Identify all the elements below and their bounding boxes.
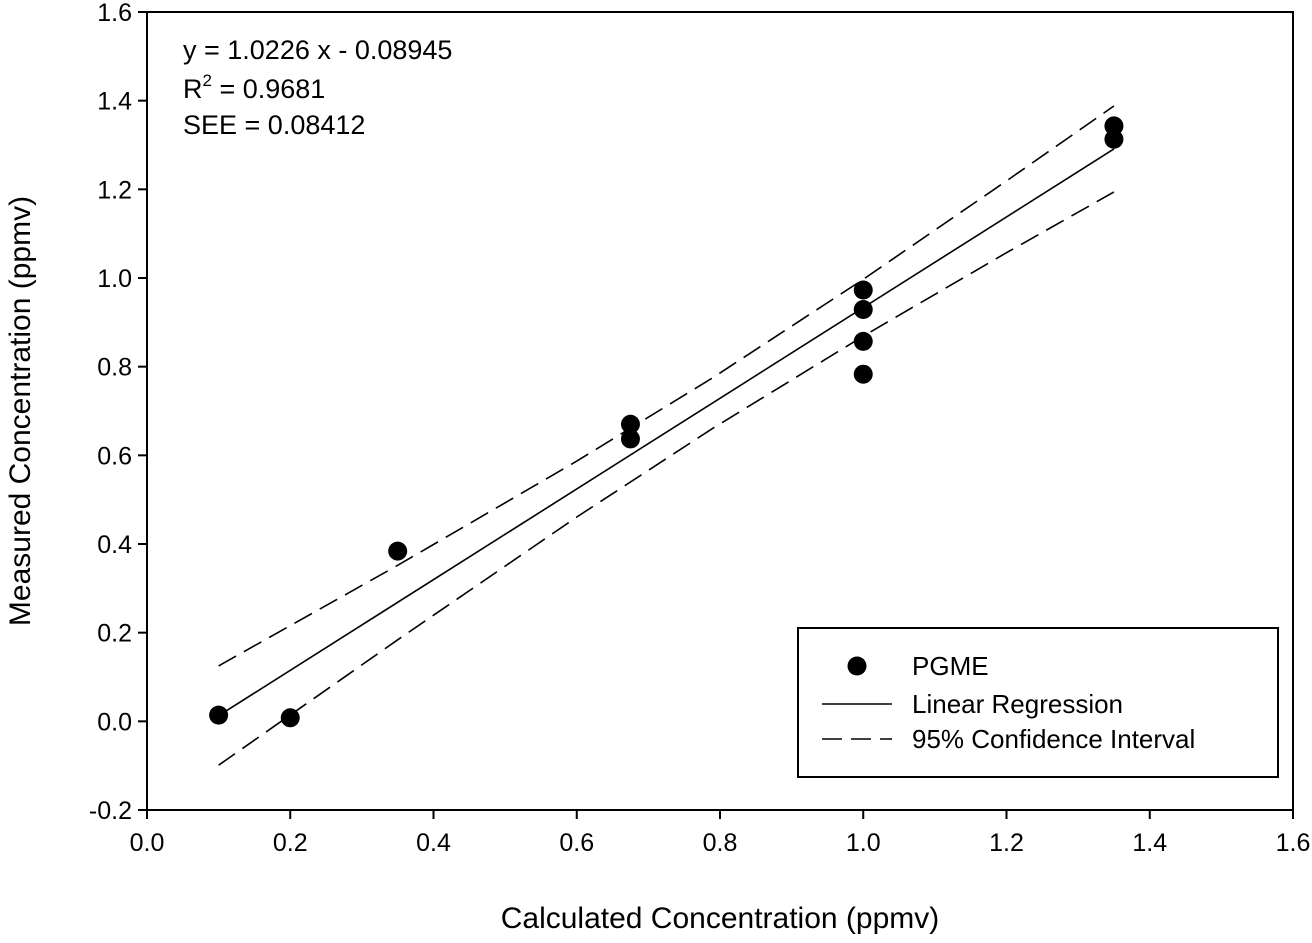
- y-tick-label: 0.6: [97, 442, 132, 470]
- data-point: [853, 364, 873, 384]
- legend-marker-pgme: [847, 656, 867, 676]
- legend: PGME Linear Regression 95% Confidence In…: [797, 627, 1279, 778]
- x-tick-label: 0.2: [273, 829, 308, 857]
- data-point: [1104, 129, 1124, 149]
- y-axis: -0.2 0.0 0.2 0.4 0.6 0.8 1.0 1.2 1.4 1.6: [89, 0, 147, 825]
- x-tick-label: 0.8: [703, 829, 738, 857]
- data-point: [620, 429, 640, 449]
- regression-equation: y = 1.0226 x - 0.08945: [183, 35, 452, 65]
- x-tick-label: 0.0: [130, 829, 165, 857]
- fit-lines: [218, 105, 1115, 766]
- y-tick-label: 0.0: [97, 708, 132, 736]
- data-point: [853, 331, 873, 351]
- data-point: [853, 299, 873, 319]
- legend-label-ci: 95% Confidence Interval: [912, 724, 1195, 754]
- y-tick-label: 1.0: [97, 265, 132, 293]
- data-point: [620, 414, 640, 434]
- x-tick-label: 1.4: [1132, 829, 1167, 857]
- data-point: [209, 705, 229, 725]
- x-tick-label: 0.6: [559, 829, 594, 857]
- y-tick-label: 0.8: [97, 354, 132, 382]
- r2-superscript: 2: [203, 71, 212, 90]
- data-point: [388, 541, 408, 561]
- y-tick-label: 0.2: [97, 620, 132, 648]
- x-axis-label: Calculated Concentration (ppmv): [501, 902, 940, 935]
- regression-line: [218, 148, 1115, 717]
- r2-value: = 0.9681: [212, 74, 325, 104]
- data-point: [280, 708, 300, 728]
- x-axis: 0.0 0.2 0.4 0.6 0.8 1.0 1.2 1.4 1.6: [130, 810, 1311, 857]
- r2-prefix: R: [183, 74, 203, 104]
- x-tick-label: 1.2: [989, 829, 1024, 857]
- y-tick-label: 1.6: [97, 0, 132, 27]
- x-tick-label: 1.0: [846, 829, 881, 857]
- see-value: SEE = 0.08412: [183, 110, 365, 140]
- y-tick-label: 1.4: [97, 88, 132, 116]
- data-points: [209, 116, 1124, 728]
- x-tick-label: 0.4: [416, 829, 451, 857]
- confidence-interval-upper: [218, 105, 1115, 667]
- legend-box: [797, 627, 1279, 778]
- y-axis-label: Measured Concentration (ppmv): [4, 196, 37, 626]
- confidence-interval-lower: [218, 191, 1115, 766]
- data-point: [1104, 116, 1124, 136]
- legend-label-pgme: PGME: [912, 651, 989, 681]
- legend-label-regression: Linear Regression: [912, 689, 1123, 719]
- y-tick-label: -0.2: [89, 797, 132, 825]
- r-squared: R2 = 0.9681: [183, 71, 325, 104]
- x-tick-label: 1.6: [1276, 829, 1311, 857]
- y-tick-label: 1.2: [97, 176, 132, 204]
- y-tick-label: 0.4: [97, 531, 132, 559]
- data-point: [853, 280, 873, 300]
